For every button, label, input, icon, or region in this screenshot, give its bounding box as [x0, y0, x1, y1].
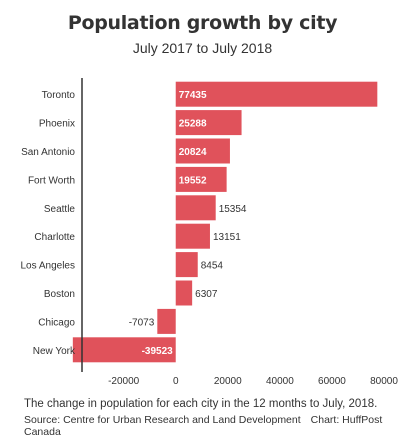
bar-toronto: [175, 81, 378, 107]
value-label: 77435: [179, 90, 207, 101]
bar-chart: 77435 25288 20824 19552 15354 13151 8454 6307 -7…: [21, 78, 398, 387]
chart-note: The change in population for each city i…: [24, 398, 378, 410]
x-tick-label: 80000: [370, 376, 398, 387]
source-text: Source: Centre for Urban Research and La…: [24, 414, 301, 426]
category-label: Los Angeles: [21, 261, 76, 272]
category-labels-layer: Toronto Phoenix San Antonio Fort Worth Seatt…: [21, 90, 76, 357]
category-label: Toronto: [42, 90, 76, 101]
category-label: New York: [33, 346, 76, 357]
value-label: 13151: [213, 232, 241, 243]
bar-phoenix: [175, 110, 242, 136]
chart-title: Population growth by city: [67, 12, 338, 34]
bar-charlotte: [175, 223, 210, 249]
x-tick-label: 60000: [318, 376, 346, 387]
x-axis-ticks-layer: -20000 0 20000 40000 60000 80000: [108, 376, 398, 387]
value-label: 25288: [179, 119, 207, 130]
value-label: 8454: [201, 261, 224, 272]
chart-credit: Chart: HuffPost Canada: [24, 414, 383, 438]
bar-boston: [175, 280, 193, 306]
category-label: Seattle: [44, 204, 76, 215]
value-label: -39523: [142, 346, 174, 357]
chart-source: Source: Centre for Urban Research and La…: [24, 414, 405, 438]
bar-chicago: [157, 308, 176, 334]
category-label: Boston: [44, 289, 75, 300]
x-tick-label: -20000: [108, 376, 140, 387]
x-tick-label: 20000: [214, 376, 242, 387]
category-label: Charlotte: [34, 232, 75, 243]
value-label: 6307: [195, 289, 218, 300]
value-labels-layer: 77435 25288 20824 19552 15354 13151 8454 6307 -7…: [129, 90, 247, 357]
bar-san-antonio: [175, 138, 230, 164]
value-label: 15354: [219, 204, 247, 215]
category-label: San Antonio: [21, 147, 75, 158]
bar-seattle: [175, 195, 216, 221]
bars-layer: [72, 81, 378, 363]
bar-new-york: [72, 337, 176, 363]
value-label: -7073: [129, 317, 155, 328]
category-label: Fort Worth: [28, 175, 75, 186]
x-tick-label: 0: [173, 376, 179, 387]
bar-los-angeles: [175, 252, 198, 278]
value-label: 19552: [179, 175, 207, 186]
bar-fort-worth: [175, 166, 227, 192]
category-label: Phoenix: [39, 119, 75, 130]
value-label: 20824: [179, 147, 207, 158]
chart-subtitle: July 2017 to July 2018: [132, 40, 273, 56]
x-tick-label: 40000: [266, 376, 294, 387]
category-label: Chicago: [38, 317, 75, 328]
